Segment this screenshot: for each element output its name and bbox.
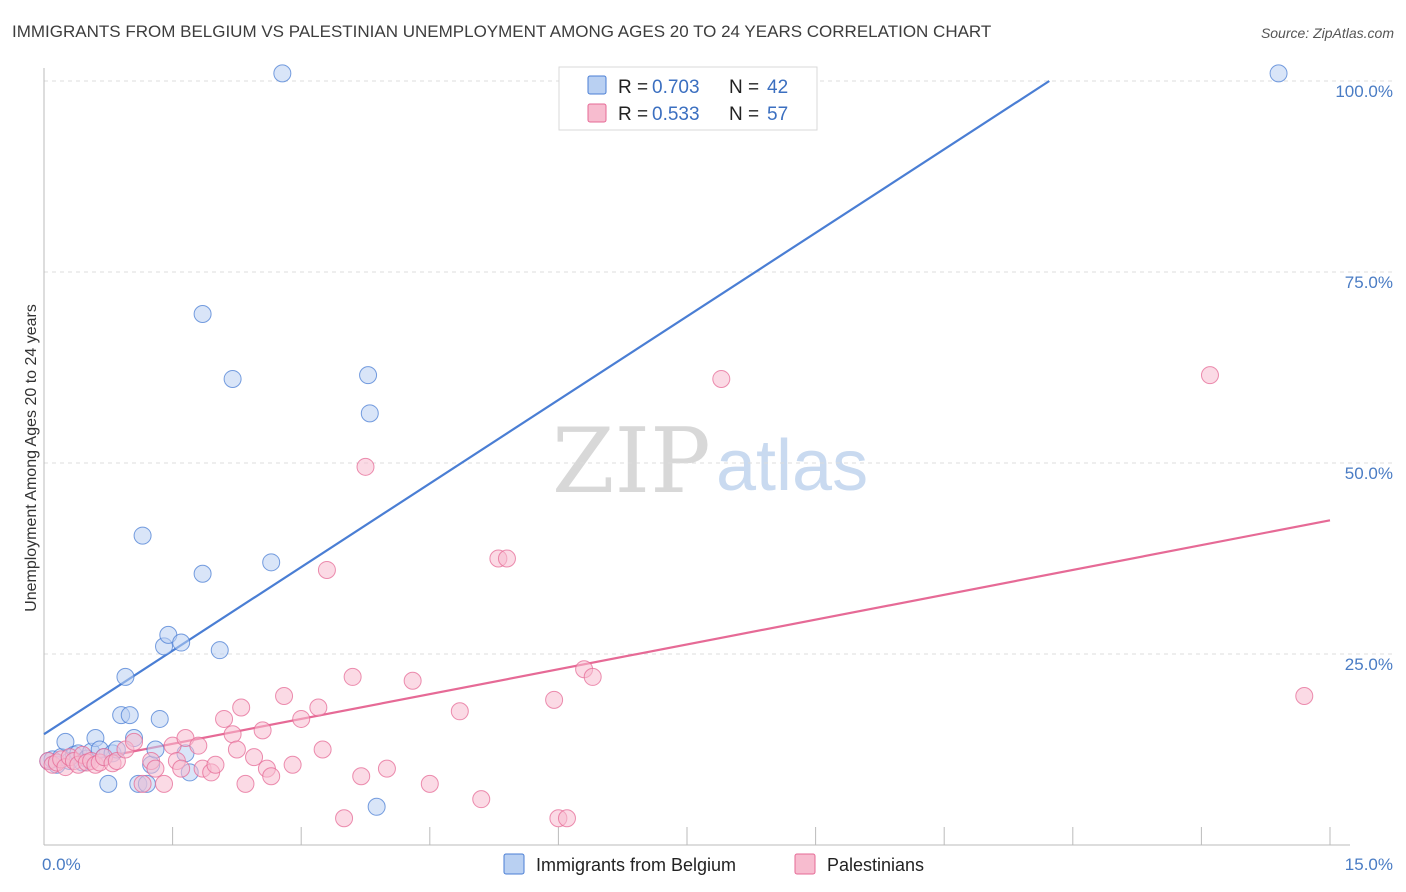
point-belgium bbox=[1269, 64, 1288, 83]
point-palestinians bbox=[313, 740, 332, 759]
legend-r-label-palestinians: R = bbox=[618, 104, 648, 125]
point-belgium bbox=[120, 706, 139, 725]
point-palestinians bbox=[292, 709, 311, 728]
point-palestinians bbox=[245, 748, 264, 767]
legend-n-label-palestinians: N = bbox=[729, 104, 759, 125]
legend-r-label-belgium: R = bbox=[618, 77, 648, 98]
point-belgium bbox=[223, 369, 242, 388]
y-tick-label: 100.0% bbox=[1335, 82, 1393, 101]
point-palestinians bbox=[403, 671, 422, 690]
point-belgium bbox=[359, 366, 378, 385]
chart-source: Source: ZipAtlas.com bbox=[1260, 25, 1394, 41]
point-palestinians bbox=[557, 809, 576, 828]
y-tick-labels: 25.0% 50.0% 75.0% 100.0% bbox=[1335, 82, 1393, 674]
point-palestinians bbox=[343, 667, 362, 686]
series-legend: Immigrants from Belgium Palestinians bbox=[503, 853, 924, 875]
stats-legend: R = 0.703 N = 42 R = 0.533 N = 57 bbox=[558, 66, 818, 131]
y-axis-title: Unemployment Among Ages 20 to 24 years bbox=[23, 304, 40, 612]
point-palestinians bbox=[472, 790, 491, 809]
point-palestinians bbox=[125, 732, 144, 751]
point-belgium bbox=[367, 797, 386, 816]
point-belgium bbox=[273, 64, 292, 83]
point-palestinians bbox=[206, 755, 225, 774]
watermark-zip: ZIP bbox=[552, 409, 711, 514]
chart-title: IMMIGRANTS FROM BELGIUM VS PALESTINIAN U… bbox=[12, 22, 992, 41]
point-palestinians bbox=[189, 736, 208, 755]
point-palestinians bbox=[1295, 687, 1314, 706]
point-palestinians bbox=[253, 721, 272, 740]
watermark-atlas: atlas bbox=[716, 426, 868, 506]
point-palestinians bbox=[236, 774, 255, 793]
legend-r-value-palestinians: 0.533 bbox=[652, 104, 700, 125]
x-tick-label: 15.0% bbox=[1345, 855, 1393, 874]
y-tick-label: 50.0% bbox=[1345, 464, 1393, 483]
point-palestinians bbox=[232, 698, 251, 717]
point-palestinians bbox=[309, 698, 328, 717]
data-points bbox=[39, 64, 1314, 828]
y-tick-label: 75.0% bbox=[1345, 273, 1393, 292]
point-palestinians bbox=[133, 774, 152, 793]
legend-n-value-palestinians: 57 bbox=[767, 104, 788, 125]
point-belgium bbox=[133, 526, 152, 545]
legend-n-label-belgium: N = bbox=[729, 77, 759, 98]
point-palestinians bbox=[335, 809, 354, 828]
legend-r-value-belgium: 0.703 bbox=[652, 77, 700, 98]
point-palestinians bbox=[1200, 366, 1219, 385]
point-palestinians bbox=[215, 709, 234, 728]
legend-swatch-palestinians bbox=[587, 103, 607, 123]
axes bbox=[43, 68, 1350, 846]
point-palestinians bbox=[283, 755, 302, 774]
point-belgium bbox=[99, 774, 118, 793]
x-tick-label: 0.0% bbox=[42, 855, 81, 874]
y-tick-label: 25.0% bbox=[1345, 655, 1393, 674]
trend-line-belgium bbox=[43, 80, 1050, 736]
point-palestinians bbox=[712, 369, 731, 388]
point-palestinians bbox=[155, 774, 174, 793]
series-legend-label-belgium: Immigrants from Belgium bbox=[536, 855, 736, 875]
point-palestinians bbox=[583, 667, 602, 686]
series-legend-label-palestinians: Palestinians bbox=[827, 855, 924, 875]
series-legend-swatch-belgium bbox=[503, 853, 525, 875]
point-palestinians bbox=[420, 774, 439, 793]
point-belgium bbox=[193, 305, 212, 324]
point-belgium bbox=[172, 633, 191, 652]
legend-swatch-belgium bbox=[587, 75, 607, 95]
point-belgium bbox=[210, 641, 229, 660]
point-palestinians bbox=[450, 702, 469, 721]
point-palestinians bbox=[352, 767, 371, 786]
point-belgium bbox=[262, 553, 281, 572]
series-legend-swatch-palestinians bbox=[794, 853, 816, 875]
legend-n-value-belgium: 42 bbox=[767, 77, 788, 98]
point-palestinians bbox=[275, 687, 294, 706]
point-palestinians bbox=[356, 457, 375, 476]
watermark: ZIP atlas bbox=[552, 409, 868, 514]
point-palestinians bbox=[545, 690, 564, 709]
point-palestinians bbox=[146, 759, 165, 778]
point-palestinians bbox=[497, 549, 516, 568]
point-palestinians bbox=[377, 759, 396, 778]
point-palestinians bbox=[317, 560, 336, 579]
point-belgium bbox=[116, 667, 135, 686]
point-palestinians bbox=[262, 767, 281, 786]
point-belgium bbox=[150, 709, 169, 728]
grid bbox=[44, 80, 1395, 655]
point-palestinians bbox=[223, 725, 242, 744]
point-belgium bbox=[360, 404, 379, 423]
point-belgium bbox=[193, 564, 212, 583]
x-tick-labels: 0.0% 15.0% bbox=[42, 855, 1393, 874]
point-palestinians bbox=[227, 740, 246, 759]
point-palestinians bbox=[172, 759, 191, 778]
